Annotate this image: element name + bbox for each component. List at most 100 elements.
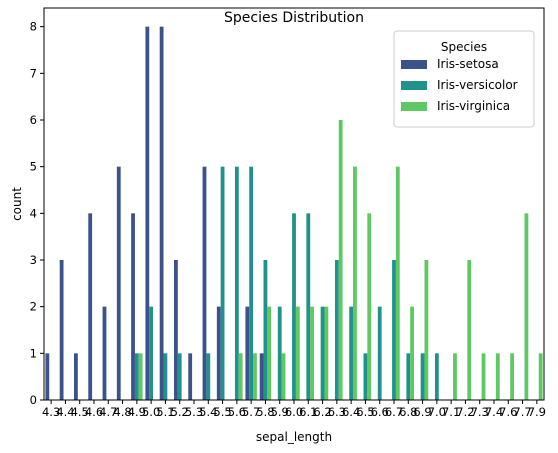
x-tick-label: 5.6 (228, 405, 246, 419)
bar-iris-virginica-6-8 (410, 306, 414, 400)
legend-box (393, 30, 535, 128)
y-axis-label: count (10, 187, 24, 221)
bar-iris-versicolor-5-0 (149, 306, 154, 400)
x-tick-label: 5.2 (171, 405, 189, 419)
x-tick-label: 7.6 (499, 405, 517, 419)
bars-layer (45, 26, 543, 400)
bar-iris-virginica-7-1 (453, 353, 457, 400)
legend: Species Iris-setosa Iris-versicolor Iris-v… (393, 30, 535, 128)
bar-iris-virginica-5-8 (267, 306, 272, 400)
bar-iris-setosa-4-9 (131, 213, 135, 400)
bar-iris-versicolor-6-0 (292, 213, 296, 400)
x-tick-label: 7.7 (513, 405, 531, 419)
legend-entry: Iris-virginica (437, 99, 510, 113)
bar-iris-virginica-7-4 (495, 353, 500, 400)
x-tick-label: 6.6 (371, 405, 389, 419)
x-tick-label: 6.9 (413, 405, 431, 419)
x-tick-label: 6.3 (328, 405, 346, 419)
bar-iris-setosa-5-7 (245, 306, 250, 400)
bar-iris-versicolor-6-4 (349, 306, 354, 400)
bar-iris-virginica-6-9 (424, 260, 429, 400)
bar-iris-virginica-6-0 (295, 306, 300, 400)
legend-title: Species (441, 40, 487, 54)
bar-iris-setosa-5-3 (188, 353, 193, 400)
x-tick-label: 5.3 (185, 405, 203, 419)
chart-title: Species Distribution (224, 10, 364, 26)
y-tick-label: 1 (30, 346, 37, 360)
x-tick-label: 5.7 (242, 405, 260, 419)
bar-iris-setosa-4-7 (102, 306, 107, 400)
bar-iris-versicolor-4-9 (134, 353, 139, 400)
bar-iris-setosa-4-4 (59, 260, 64, 400)
x-tick-label: 7.1 (442, 405, 460, 419)
legend-swatch (401, 81, 427, 90)
bar-iris-virginica-7-2 (467, 260, 472, 400)
bar-iris-versicolor-5-5 (220, 166, 225, 400)
bar-iris-virginica-5-7 (253, 353, 257, 400)
x-tick-label: 4.6 (85, 405, 103, 419)
x-tick-label: 7.0 (428, 405, 446, 419)
bar-iris-setosa-4-6 (88, 213, 93, 400)
bar-iris-versicolor-5-2 (177, 353, 182, 400)
bar-iris-versicolor-7-0 (434, 353, 439, 400)
x-tick-label: 7.9 (528, 405, 546, 419)
bar-iris-versicolor-6-1 (306, 213, 311, 400)
y-tick-label: 8 (30, 20, 37, 34)
x-tick-label: 5.4 (199, 405, 217, 419)
legend-swatch (401, 60, 427, 69)
x-tick-label: 5.8 (256, 405, 274, 419)
bar-iris-virginica-6-7 (395, 166, 400, 400)
legend-entry: Iris-setosa (437, 57, 499, 71)
bar-iris-virginica-6-4 (353, 166, 357, 400)
x-tick-label: 5.9 (271, 405, 289, 419)
x-tick-label: 6.0 (285, 405, 303, 419)
bar-iris-versicolor-6-7 (392, 260, 396, 400)
bar-iris-versicolor-6-5 (363, 353, 368, 400)
y-tick-label: 0 (30, 393, 37, 407)
bar-iris-setosa-5-4 (202, 166, 207, 400)
bar-iris-versicolor-6-8 (406, 353, 411, 400)
bar-iris-versicolor-6-9 (420, 353, 425, 400)
bar-iris-virginica-6-5 (367, 213, 372, 400)
x-tick-label: 6.8 (399, 405, 417, 419)
y-tick-label: 4 (30, 206, 37, 220)
x-tick-label: 6.5 (356, 405, 374, 419)
bar-iris-versicolor-5-6 (234, 166, 239, 400)
x-tick-label: 6.7 (385, 405, 403, 419)
x-tick-label: 5.0 (142, 405, 160, 419)
bar-iris-setosa-4-3 (45, 353, 50, 400)
bar-iris-versicolor-6-3 (334, 260, 339, 400)
bar-iris-virginica-7-3 (481, 353, 486, 400)
bar-iris-setosa-5-1 (159, 26, 164, 400)
x-tick-label: 4.5 (71, 405, 89, 419)
bar-iris-virginica-5-9 (281, 353, 286, 400)
legend-swatch (401, 102, 427, 111)
x-tick-label: 6.2 (313, 405, 331, 419)
bar-iris-virginica-7-9 (538, 353, 543, 400)
bar-iris-virginica-6-3 (338, 120, 343, 400)
y-tick-label: 3 (30, 253, 37, 267)
x-tick-label: 7.4 (485, 405, 503, 419)
x-tick-label: 7.2 (456, 405, 474, 419)
bar-iris-setosa-4-8 (116, 166, 121, 400)
y-tick-label: 2 (30, 300, 37, 314)
y-tick-label: 6 (30, 113, 37, 127)
x-tick-label: 4.4 (56, 405, 74, 419)
bar-iris-virginica-6-2 (324, 306, 329, 400)
y-tick-label: 7 (30, 66, 37, 80)
bar-iris-setosa-5-2 (174, 260, 178, 400)
bar-iris-virginica-7-7 (524, 213, 529, 400)
bar-iris-versicolor-5-7 (249, 166, 254, 400)
x-tick-label: 4.8 (113, 405, 131, 419)
bar-iris-versicolor-5-9 (277, 306, 282, 400)
y-axis: 0 1 2 3 4 5 6 7 8 (30, 20, 44, 407)
bar-iris-setosa-5-0 (145, 26, 150, 400)
bar-iris-versicolor-6-2 (320, 306, 325, 400)
x-tick-label: 7.3 (471, 405, 489, 419)
bar-iris-virginica-5-6 (238, 353, 243, 400)
legend-entry: Iris-versicolor (437, 78, 518, 92)
x-tick-label: 6.4 (342, 405, 360, 419)
x-tick-label: 4.3 (42, 405, 60, 419)
bar-iris-versicolor-6-6 (377, 306, 382, 400)
